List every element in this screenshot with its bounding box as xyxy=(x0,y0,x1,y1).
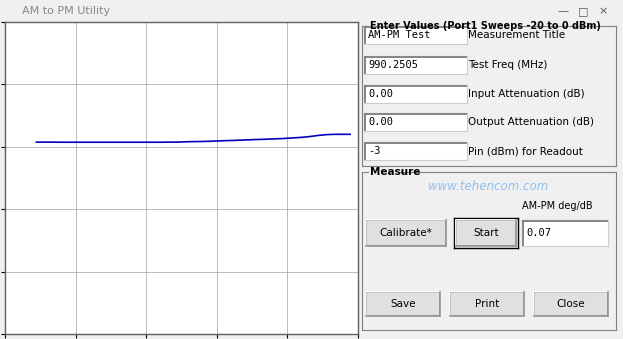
Text: Output Attenuation (dB): Output Attenuation (dB) xyxy=(468,117,594,127)
Text: Print: Print xyxy=(475,299,499,309)
Text: Close: Close xyxy=(557,299,586,309)
Text: www.tehencom.com: www.tehencom.com xyxy=(428,179,548,193)
Text: AM to PM Utility: AM to PM Utility xyxy=(22,6,110,16)
Text: 990.2505: 990.2505 xyxy=(368,60,418,70)
Text: 0.00: 0.00 xyxy=(368,89,393,99)
Bar xyxy=(364,56,467,74)
Text: Test Freq (MHz): Test Freq (MHz) xyxy=(468,60,548,70)
Text: Input Attenuation (dB): Input Attenuation (dB) xyxy=(468,89,584,99)
Text: Calibrate*: Calibrate* xyxy=(379,228,432,238)
Text: ×: × xyxy=(598,6,607,16)
Text: 0.07: 0.07 xyxy=(526,228,551,238)
Text: AM-PM Test: AM-PM Test xyxy=(368,30,430,40)
Text: Pin (dBm) for Readout: Pin (dBm) for Readout xyxy=(468,146,583,156)
Text: —: — xyxy=(558,6,569,16)
Bar xyxy=(366,220,446,246)
Text: □: □ xyxy=(578,6,588,16)
Bar xyxy=(534,292,608,316)
Text: AM-PM deg/dB: AM-PM deg/dB xyxy=(522,201,592,211)
Text: Save: Save xyxy=(390,299,416,309)
Bar xyxy=(364,142,467,160)
Bar xyxy=(522,220,608,246)
Bar xyxy=(456,220,516,246)
Text: Enter Values (Port1 Sweeps -20 to 0 dBm): Enter Values (Port1 Sweeps -20 to 0 dBm) xyxy=(370,21,601,31)
Text: 0.00: 0.00 xyxy=(368,117,393,127)
Bar xyxy=(364,26,467,44)
Bar xyxy=(364,85,467,103)
Bar xyxy=(364,113,467,131)
Bar xyxy=(450,292,524,316)
Text: Start: Start xyxy=(473,228,499,238)
Bar xyxy=(366,292,440,316)
Text: -3: -3 xyxy=(368,146,381,156)
Text: Measure: Measure xyxy=(370,167,421,177)
Text: Measurement Title: Measurement Title xyxy=(468,30,565,40)
